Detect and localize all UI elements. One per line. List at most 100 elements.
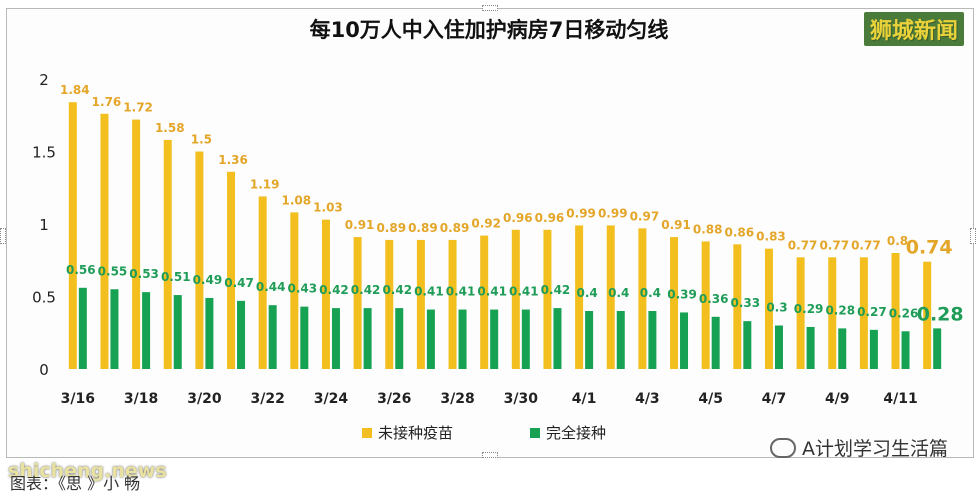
bar-vaccinated <box>616 311 625 369</box>
bar-unvaccinated <box>828 257 837 369</box>
x-tick-label: 3/20 <box>187 391 222 407</box>
resize-handle-right[interactable] <box>970 228 976 244</box>
bar-vaccinated <box>205 297 214 369</box>
data-label-vaccinated: 0.29 <box>794 302 824 316</box>
bar-unvaccinated <box>353 237 362 369</box>
data-label-vaccinated: 0.4 <box>608 286 629 300</box>
bar-vaccinated <box>553 308 562 369</box>
data-label-unvaccinated: 0.99 <box>598 206 628 220</box>
data-label-vaccinated: 0.42 <box>319 283 349 297</box>
bar-vaccinated <box>426 309 435 369</box>
x-tick-label: 4/1 <box>572 391 597 407</box>
data-label-vaccinated: 0.41 <box>509 285 539 299</box>
x-tick-label: 3/18 <box>124 391 158 407</box>
data-label-vaccinated: 0.42 <box>351 283 381 297</box>
data-label-vaccinated: 0.41 <box>414 285 444 299</box>
bar-vaccinated <box>933 328 942 369</box>
x-tick-label: 3/22 <box>251 391 285 407</box>
data-label-unvaccinated: 0.97 <box>630 209 660 223</box>
data-label-unvaccinated: 1.19 <box>250 177 280 191</box>
bar-unvaccinated <box>764 248 773 369</box>
legend-label-unvaccinated: 未接种疫苗 <box>378 424 453 442</box>
legend-swatch-vaccinated <box>530 428 540 438</box>
account-name: A计划学习生活篇 <box>802 438 948 460</box>
bar-unvaccinated <box>68 102 77 369</box>
data-label-vaccinated: 0.4 <box>576 286 597 300</box>
account-tag: A计划学习生活篇 <box>770 434 948 461</box>
bar-vaccinated <box>395 308 404 369</box>
data-label-vaccinated: 0.42 <box>382 283 412 297</box>
bar-unvaccinated <box>132 119 141 369</box>
data-label-unvaccinated: 0.92 <box>471 217 501 231</box>
data-label-unvaccinated: 0.89 <box>440 221 470 235</box>
bar-vaccinated <box>743 321 752 369</box>
x-tick-label: 3/28 <box>440 391 474 407</box>
data-label-unvaccinated: 0.96 <box>503 211 533 225</box>
chart-title: 每10万人中入住加护病房7日移动匀线 <box>309 18 669 42</box>
bar-unvaccinated <box>796 257 805 369</box>
bar-vaccinated <box>331 308 340 369</box>
legend-swatch-unvaccinated <box>362 428 372 438</box>
data-label-unvaccinated: 1.72 <box>123 101 153 115</box>
x-tick-label: 4/9 <box>825 391 850 407</box>
data-label-vaccinated: 0.56 <box>66 263 96 277</box>
data-label-vaccinated: 0.44 <box>256 280 286 294</box>
data-label-unvaccinated: 1.03 <box>313 201 343 215</box>
y-tick-label: 2 <box>39 71 49 89</box>
data-label-unvaccinated: 1.5 <box>191 133 212 147</box>
data-label-vaccinated: 0.47 <box>224 276 254 290</box>
bar-unvaccinated <box>606 225 615 369</box>
data-label-vaccinated: 0.36 <box>699 292 729 306</box>
bar-unvaccinated <box>511 229 520 369</box>
bar-vaccinated <box>521 309 530 369</box>
data-label-unvaccinated: 0.8 <box>887 234 908 248</box>
bar-vaccinated <box>774 325 783 369</box>
bar-unvaccinated <box>638 228 647 369</box>
x-tick-label: 3/26 <box>377 391 411 407</box>
bar-vaccinated <box>110 289 119 369</box>
data-label-vaccinated: 0.49 <box>193 273 223 287</box>
chart-caption: 图表：《思 》小 畅 <box>10 474 141 493</box>
data-label-unvaccinated: 1.08 <box>282 193 312 207</box>
bar-vaccinated <box>490 309 499 369</box>
x-tick-label: 3/30 <box>504 391 539 407</box>
data-label-vaccinated: 0.26 <box>889 306 919 320</box>
bar-unvaccinated <box>733 244 742 369</box>
bar-unvaccinated <box>195 151 204 369</box>
bar-unvaccinated <box>891 253 900 369</box>
data-label-unvaccinated: 0.88 <box>693 222 723 236</box>
data-label-unvaccinated: 0.96 <box>535 211 565 225</box>
data-label-vaccinated: 0.41 <box>477 285 507 299</box>
resize-handle-bottom[interactable] <box>482 452 498 458</box>
bar-unvaccinated <box>448 239 457 369</box>
bar-unvaccinated <box>163 139 172 369</box>
bar-vaccinated <box>458 309 467 369</box>
bar-unvaccinated <box>385 239 394 369</box>
data-label-vaccinated: 0.51 <box>161 270 191 284</box>
bar-vaccinated <box>363 308 372 369</box>
bar-unvaccinated <box>258 196 267 369</box>
y-tick-label: 0 <box>39 361 49 379</box>
brand-logo: 狮城新闻 <box>863 12 964 46</box>
data-label-unvaccinated: 0.89 <box>376 221 406 235</box>
resize-handle-top[interactable] <box>482 5 498 11</box>
data-label-vaccinated: 0.33 <box>731 296 761 310</box>
data-label-unvaccinated: 0.83 <box>756 230 786 244</box>
data-label-unvaccinated: 1.36 <box>218 153 248 167</box>
data-label-unvaccinated: 0.99 <box>566 206 596 220</box>
bar-unvaccinated <box>227 171 236 369</box>
y-tick-label: 1.5 <box>32 144 56 162</box>
data-label-unvaccinated: 0.77 <box>851 238 881 252</box>
bar-unvaccinated <box>321 219 330 369</box>
bar-unvaccinated <box>543 229 552 369</box>
bar-vaccinated <box>78 287 87 369</box>
data-label-unvaccinated: 1.58 <box>155 121 185 135</box>
bar-vaccinated <box>142 292 151 369</box>
data-label-vaccinated: 0.55 <box>98 264 128 278</box>
bar-unvaccinated <box>859 257 868 369</box>
bar-vaccinated <box>869 329 878 369</box>
resize-handle-left[interactable] <box>0 228 6 244</box>
x-tick-label: 4/5 <box>698 391 723 407</box>
x-tick-label: 4/11 <box>883 391 917 407</box>
bar-vaccinated <box>300 306 309 369</box>
